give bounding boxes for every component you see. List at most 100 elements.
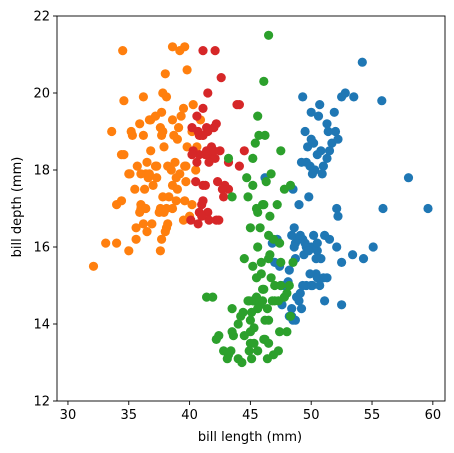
data-point [107, 126, 117, 137]
y-tick-label: 22 [33, 10, 50, 25]
data-point [253, 346, 263, 356]
data-point [157, 234, 167, 244]
data-point [287, 230, 297, 240]
data-point [248, 261, 258, 271]
data-point [182, 65, 192, 75]
data-point [247, 354, 257, 364]
data-point [150, 111, 161, 121]
data-point [255, 223, 265, 233]
data-point [315, 100, 325, 110]
data-point [160, 69, 170, 79]
data-point [227, 192, 237, 202]
data-point [116, 150, 127, 160]
data-point [116, 196, 127, 206]
data-point [159, 142, 169, 152]
data-point [249, 323, 259, 333]
data-point [222, 354, 232, 364]
data-point [330, 126, 341, 137]
y-tick-label: 20 [33, 87, 50, 102]
data-point [204, 157, 214, 167]
data-point [131, 234, 141, 244]
data-point [148, 180, 158, 190]
data-point [296, 304, 307, 314]
data-point [203, 88, 213, 98]
data-point [164, 192, 174, 202]
data-point [306, 134, 316, 144]
data-point [333, 134, 343, 144]
data-point [332, 203, 342, 214]
data-point [197, 211, 207, 221]
data-point [368, 242, 378, 252]
data-point [329, 107, 339, 117]
data-point [187, 150, 197, 160]
data-point [146, 146, 156, 156]
data-point [150, 161, 161, 171]
data-point [127, 130, 137, 140]
data-point [233, 354, 243, 364]
data-point [272, 200, 282, 210]
data-point [378, 203, 388, 214]
x-tick-label: 35 [120, 408, 137, 423]
data-point [219, 192, 229, 202]
data-point [138, 130, 148, 140]
data-point [265, 250, 275, 260]
data-point [217, 184, 227, 194]
data-point [244, 296, 254, 306]
data-point [208, 292, 218, 302]
data-point [303, 142, 313, 152]
data-point [294, 200, 304, 210]
data-point [187, 200, 197, 210]
data-point [178, 215, 189, 225]
data-point [266, 273, 276, 283]
data-point [152, 173, 162, 183]
data-point [324, 146, 335, 156]
data-point [161, 92, 172, 102]
data-point [130, 184, 140, 194]
data-point [180, 42, 190, 52]
data-point [322, 119, 332, 129]
data-point [337, 257, 347, 267]
x-tick-label: 40 [181, 408, 198, 423]
data-point [243, 192, 253, 202]
data-point [112, 238, 122, 248]
data-point [282, 327, 292, 337]
data-point [289, 223, 299, 233]
data-point [276, 146, 286, 156]
data-point [273, 296, 283, 306]
data-point [140, 184, 150, 194]
data-point [253, 111, 263, 121]
data-point [296, 157, 307, 167]
data-point [211, 334, 221, 344]
data-point [124, 169, 134, 179]
data-point [256, 257, 266, 267]
data-point [323, 126, 333, 137]
y-tick-label: 18 [33, 164, 50, 179]
data-point [298, 280, 308, 291]
data-point [192, 157, 202, 167]
data-point [259, 200, 269, 210]
data-point [180, 196, 190, 206]
data-point [318, 161, 328, 171]
x-axis-label: bill length (mm) [198, 430, 302, 445]
data-point [245, 338, 255, 348]
x-tick-label: 45 [242, 408, 259, 423]
data-point [142, 157, 152, 167]
data-point [318, 273, 328, 283]
data-point [180, 161, 190, 171]
data-point [358, 254, 369, 264]
data-point [198, 103, 208, 113]
data-point [247, 307, 257, 317]
data-point [250, 138, 260, 148]
data-point [289, 242, 299, 252]
data-point [178, 103, 189, 113]
data-point [239, 146, 249, 156]
data-point [337, 300, 347, 310]
data-point [169, 130, 179, 140]
data-point [171, 173, 181, 183]
data-point [163, 219, 173, 229]
data-point [141, 203, 151, 214]
data-point [198, 130, 208, 140]
data-point [223, 153, 234, 163]
data-point [118, 46, 128, 56]
